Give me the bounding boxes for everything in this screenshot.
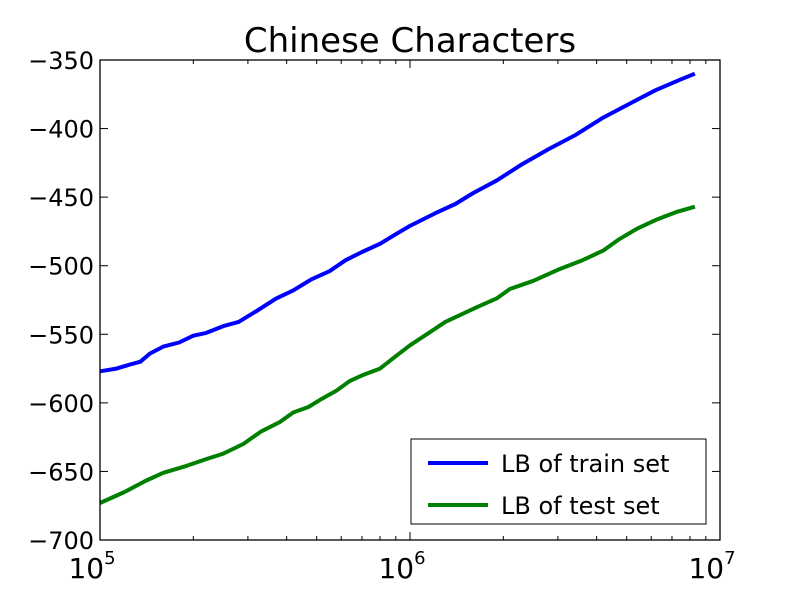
- x-tick-label: 105: [68, 548, 115, 585]
- legend-test-label: LB of test set: [501, 492, 660, 520]
- legend-box: [410, 438, 707, 525]
- y-tick-label: −550: [28, 321, 94, 349]
- y-tick-label: −400: [28, 116, 94, 144]
- y-tick-label: −700: [28, 527, 94, 555]
- series-line-test: [99, 204, 696, 505]
- y-tick-label: −450: [28, 184, 94, 212]
- legend-train-label: LB of train set: [501, 450, 669, 478]
- y-tick-label: −350: [28, 47, 94, 75]
- x-tick-label: 106: [378, 548, 425, 585]
- y-tick-label: −500: [28, 253, 94, 281]
- series-line-train: [99, 71, 696, 374]
- y-tick-label: −650: [28, 458, 94, 486]
- chart-title: Chinese Characters: [244, 21, 576, 61]
- legend: LB of train set LB of test set: [410, 438, 707, 525]
- x-tick-label: 107: [688, 548, 735, 585]
- y-tick-label: −600: [28, 390, 94, 418]
- series-layer: [99, 71, 696, 505]
